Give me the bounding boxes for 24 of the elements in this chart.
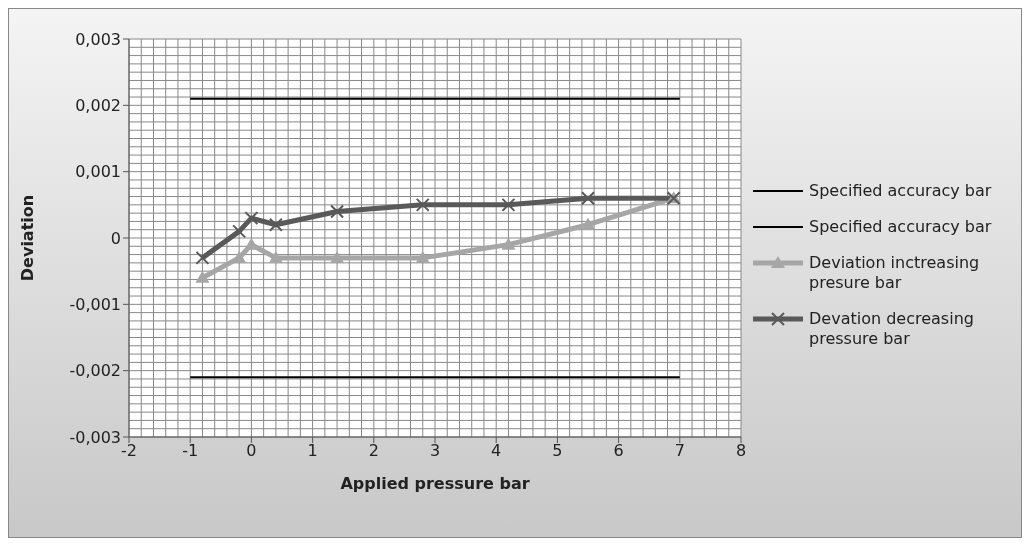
y-tick-label: -0,003 <box>69 427 121 447</box>
legend-label: Deviation inctreasing presure bar <box>809 253 981 293</box>
x-tick-label: 3 <box>429 441 441 461</box>
x-tick-label: 0 <box>246 441 257 461</box>
x-tick-label: 8 <box>735 441 747 461</box>
y-axis-title: Deviation <box>17 194 37 282</box>
legend-label: Specified accuracy bar <box>809 181 992 201</box>
y-tick-label: -0,002 <box>69 361 121 381</box>
legend-label: Devation decreasing pressure bar <box>809 309 975 349</box>
x-tick-label: 7 <box>674 441 685 461</box>
x-tick-label: 6 <box>613 441 624 461</box>
x-tick-label: -1 <box>182 441 199 461</box>
x-tick-label: 5 <box>552 441 563 461</box>
x-tick-label: 4 <box>491 441 502 461</box>
x-axis-title: Applied pressure bar <box>340 474 530 493</box>
x-tick-label: 1 <box>307 441 318 461</box>
y-tick-label: 0,002 <box>75 96 121 116</box>
y-tick-label: 0,001 <box>75 162 121 182</box>
legend-label: Specified accuracy bar <box>809 217 992 237</box>
x-tick-label: 2 <box>368 441 379 461</box>
y-tick-label: 0,003 <box>75 29 121 49</box>
y-tick-label: 0 <box>110 228 121 248</box>
y-tick-label: -0,001 <box>69 295 121 315</box>
x-tick-label: -2 <box>121 441 137 461</box>
